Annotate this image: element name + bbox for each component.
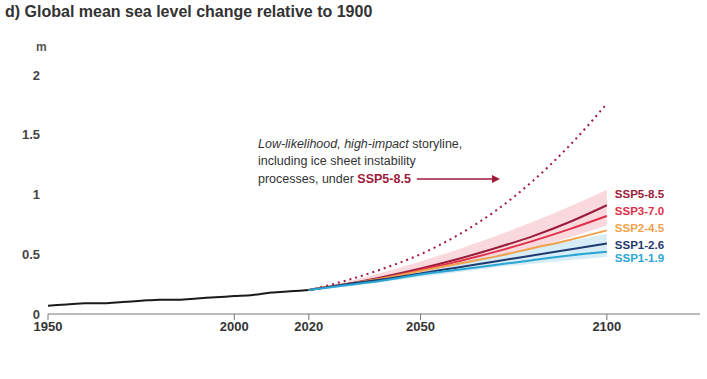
svg-text:2000: 2000 [220, 319, 249, 334]
svg-text:SSP3-7.0: SSP3-7.0 [615, 205, 664, 217]
svg-text:2050: 2050 [406, 319, 435, 334]
svg-text:SSP1-1.9: SSP1-1.9 [615, 252, 664, 264]
html-text:m: m [36, 40, 47, 54]
svg-text:SSP5-8.5: SSP5-8.5 [615, 188, 665, 200]
svg-text:processes, under SSP5-8.5: processes, under SSP5-8.5 [258, 172, 411, 186]
svg-text:SSP1-2.6: SSP1-2.6 [615, 239, 664, 251]
svg-text:2100: 2100 [592, 319, 621, 334]
svg-text:2: 2 [33, 68, 40, 83]
svg-text:0: 0 [33, 307, 40, 322]
svg-text:including ice sheet instabilit: including ice sheet instability [258, 154, 416, 168]
svg-text:2020: 2020 [294, 319, 323, 334]
svg-text:1950: 1950 [33, 319, 63, 335]
svg-text:0.5: 0.5 [22, 247, 40, 262]
svg-text:SSP2-4.5: SSP2-4.5 [615, 222, 665, 234]
html-text:d) Global mean sea level chang: d) Global mean sea level change relative… [5, 3, 373, 20]
svg-text:Low-likelihood, high-impact st: Low-likelihood, high-impact storyline, [258, 137, 462, 151]
svg-text:1.5: 1.5 [22, 127, 40, 142]
svg-text:1: 1 [33, 187, 40, 202]
